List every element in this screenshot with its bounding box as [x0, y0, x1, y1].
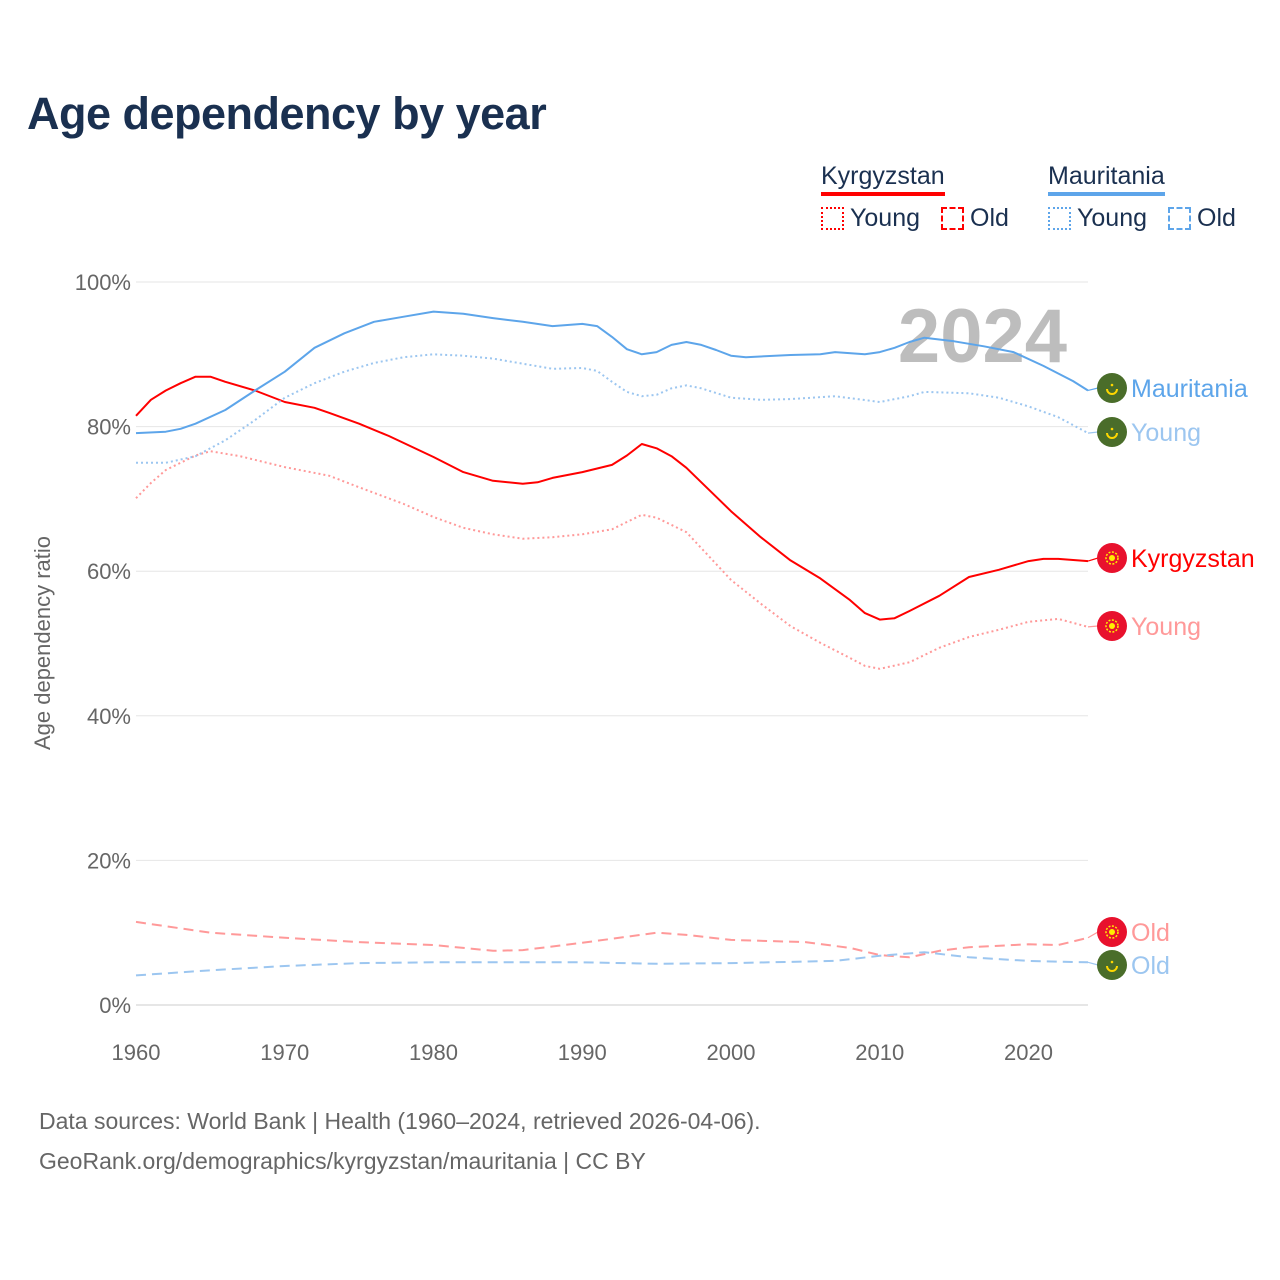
kyrgyzstan-flag-icon — [1097, 611, 1127, 641]
dotted-swatch-icon — [1048, 207, 1071, 230]
legend-label: Young — [850, 204, 920, 232]
x-tick-label: 2010 — [855, 1040, 904, 1065]
end-label: Old — [1131, 919, 1170, 947]
y-tick-label: 60% — [87, 559, 131, 584]
series-line-mauritania[interactable] — [135, 310, 1089, 435]
end-label: Young — [1131, 419, 1201, 447]
legend-label: Young — [1077, 204, 1147, 232]
x-tick-label: 1960 — [112, 1040, 161, 1065]
year-watermark: 2024 — [898, 294, 1067, 379]
legend-mauritania-young[interactable]: Young — [1048, 204, 1147, 233]
series-line-kyrgyzstan-young[interactable] — [135, 450, 1089, 670]
legend-kyrgyzstan-old[interactable]: Old — [941, 204, 1009, 233]
end-label: Old — [1131, 952, 1170, 980]
legend-kyrgyzstan-young[interactable]: Young — [821, 204, 920, 233]
end-label: Young — [1131, 613, 1201, 641]
legend-mauritania[interactable]: Mauritania — [1048, 162, 1165, 196]
series-line-kyrgyzstan[interactable] — [135, 375, 1089, 621]
series-line-mauritania-old[interactable] — [135, 951, 1089, 977]
x-tick-label: 1970 — [260, 1040, 309, 1065]
y-tick-label: 0% — [99, 993, 131, 1018]
x-tick-label: 2000 — [707, 1040, 756, 1065]
legend-label: Old — [1197, 204, 1236, 232]
dashed-swatch-icon — [1168, 207, 1191, 230]
y-axis-label: Age dependency ratio — [30, 536, 55, 750]
x-tick-label: 1980 — [409, 1040, 458, 1065]
legend-kyrgyzstan[interactable]: Kyrgyzstan — [821, 162, 945, 196]
chart-title: Age dependency by year — [27, 88, 547, 139]
end-label: Mauritania — [1131, 375, 1248, 403]
series-line-mauritania-young[interactable] — [136, 353, 1089, 464]
mauritania-flag-icon — [1097, 373, 1127, 403]
y-tick-label: 20% — [87, 848, 131, 873]
y-tick-label: 40% — [87, 704, 131, 729]
dashed-swatch-icon — [941, 207, 964, 230]
series-line-kyrgyzstan-old[interactable] — [135, 920, 1089, 959]
mauritania-flag-icon — [1097, 950, 1127, 980]
mauritania-flag-icon — [1097, 417, 1127, 447]
y-tick-label: 100% — [75, 270, 131, 295]
kyrgyzstan-flag-icon — [1097, 917, 1127, 947]
source-line-1: Data sources: World Bank | Health (1960–… — [39, 1108, 761, 1134]
dotted-swatch-icon — [821, 207, 844, 230]
end-label: Kyrgyzstan — [1131, 545, 1255, 573]
legend-mauritania-old[interactable]: Old — [1168, 204, 1236, 233]
source-line-2[interactable]: GeoRank.org/demographics/kyrgyzstan/maur… — [39, 1148, 646, 1174]
kyrgyzstan-flag-icon — [1097, 543, 1127, 573]
x-tick-label: 2020 — [1004, 1040, 1053, 1065]
y-tick-label: 80% — [87, 415, 131, 440]
x-tick-label: 1990 — [558, 1040, 607, 1065]
legend-label: Old — [970, 204, 1009, 232]
